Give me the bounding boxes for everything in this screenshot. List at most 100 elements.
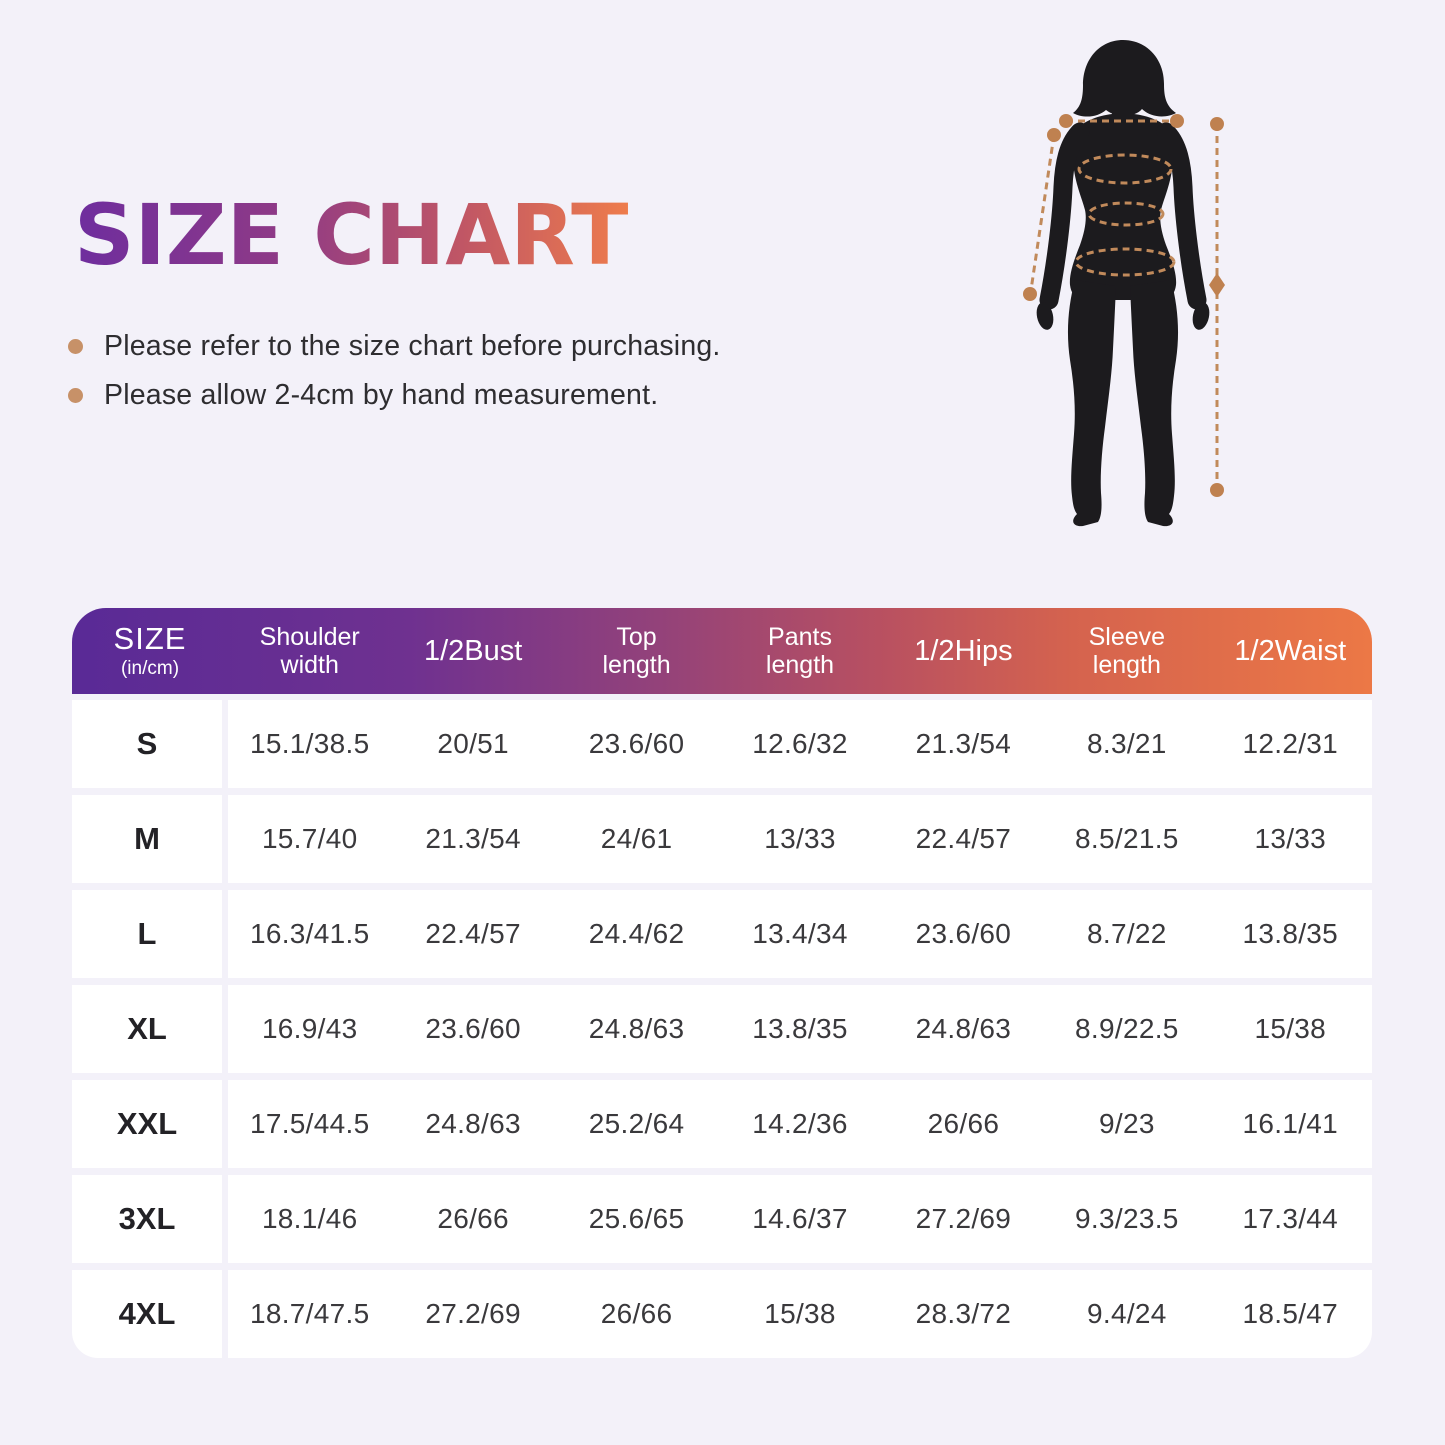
header-size-label: SIZE (113, 621, 187, 657)
header-pants-length: Pants length (765, 623, 835, 679)
measurement-value: 24/61 (600, 823, 673, 854)
size-cell: M (72, 795, 222, 883)
measurement-value: 22.4/57 (915, 823, 1012, 854)
table-row: 4XL 18.7/47.5 27.2/69 26/66 15/38 28.3/7… (72, 1270, 1372, 1358)
measurement-value: 15.1/38.5 (249, 728, 370, 759)
measurement-value: 27.2/69 (425, 1298, 521, 1329)
note-item: Please refer to the size chart before pu… (68, 330, 721, 363)
measurement-value: 24.8/63 (915, 1013, 1012, 1044)
measurement-value: 21.3/54 (425, 823, 521, 854)
size-cell: 3XL (72, 1175, 222, 1263)
measurement-value: 26/66 (927, 1108, 1000, 1139)
size-cell: S (72, 700, 222, 788)
table-row: XL 16.9/43 23.6/60 24.8/63 13.8/35 24.8/… (72, 985, 1372, 1073)
measurement-value: 15/38 (764, 1298, 836, 1329)
measurement-value: 16.1/41 (1242, 1108, 1339, 1139)
body-silhouette-illustration (1023, 40, 1225, 527)
measurement-value: 12.2/31 (1242, 728, 1339, 759)
measurement-value: 15/38 (1254, 1013, 1327, 1044)
hip-measure-ellipse (1074, 247, 1176, 277)
sleeve-measure-line (1029, 134, 1056, 291)
body-measurement-figure (980, 28, 1300, 588)
size-label: M (134, 821, 160, 856)
measurement-value: 26/66 (437, 1203, 509, 1234)
notes-list: Please refer to the size chart before pu… (68, 330, 721, 428)
waist-measure-ellipse (1087, 201, 1165, 227)
size-label: XXL (116, 1106, 178, 1141)
row-values: 16.3/41.5 22.4/57 24.4/62 13.4/34 23.6/6… (228, 890, 1372, 978)
table-row: S 15.1/38.5 20/51 23.6/60 12.6/32 21.3/5… (72, 700, 1372, 788)
size-cell: XL (72, 985, 222, 1073)
row-values: 15.1/38.5 20/51 23.6/60 12.6/32 21.3/54 … (228, 700, 1372, 788)
bullet-dot-icon (68, 388, 83, 403)
row-values: 15.7/40 21.3/54 24/61 13/33 22.4/57 8.5/… (228, 795, 1372, 883)
header-sleeve-length: Sleeve length (1088, 623, 1166, 679)
table-row: 3XL 18.1/46 26/66 25.6/65 14.6/37 27.2/6… (72, 1175, 1372, 1263)
measurement-value: 14.6/37 (752, 1203, 848, 1234)
size-cell: 4XL (72, 1270, 222, 1358)
measurement-value: 9/23 (1099, 1108, 1155, 1139)
measurement-value: 25.6/65 (588, 1203, 685, 1234)
measurement-value: 18.7/47.5 (249, 1298, 370, 1329)
measurement-value: 15.7/40 (261, 823, 358, 854)
measurement-value: 18.5/47 (1242, 1298, 1339, 1329)
header-size-column: SIZE (in/cm) (72, 608, 228, 694)
measurement-value: 13.8/35 (1242, 918, 1339, 949)
header-half-waist: 1/2Waist (1234, 634, 1347, 667)
size-label: 4XL (118, 1296, 176, 1331)
measurement-value: 8.9/22.5 (1075, 1013, 1179, 1044)
row-values: 18.7/47.5 27.2/69 26/66 15/38 28.3/72 9.… (228, 1270, 1372, 1358)
measurement-value: 22.4/57 (425, 918, 521, 949)
bust-measure-ellipse (1077, 153, 1173, 185)
measurement-value: 17.5/44.5 (249, 1108, 370, 1139)
measurement-value: 24.8/63 (425, 1108, 521, 1139)
measurement-value: 8.5/21.5 (1075, 823, 1179, 854)
header-top-length: Top length (602, 623, 671, 679)
note-item: Please allow 2-4cm by hand measurement. (68, 379, 721, 412)
page-title: SIZE CHART (74, 186, 629, 284)
note-text: Please refer to the size chart before pu… (104, 330, 721, 362)
measurement-value: 17.3/44 (1242, 1203, 1339, 1234)
measurement-value: 13/33 (764, 823, 836, 854)
size-cell: L (72, 890, 222, 978)
bullet-dot-icon (68, 339, 83, 354)
table-body: S 15.1/38.5 20/51 23.6/60 12.6/32 21.3/5… (72, 700, 1372, 1358)
header-shoulder-width: Shoulder width (259, 623, 360, 679)
size-label: 3XL (118, 1201, 176, 1236)
size-label: XL (127, 1011, 167, 1046)
measurement-value: 13/33 (1254, 823, 1327, 854)
size-label: L (137, 916, 157, 951)
header-size-unit: (in/cm) (120, 657, 180, 679)
measurement-value: 8.7/22 (1087, 918, 1167, 949)
measurement-value: 21.3/54 (915, 728, 1012, 759)
measurement-value: 12.6/32 (752, 728, 848, 759)
measurement-value: 24.8/63 (588, 1013, 685, 1044)
measurement-value: 16.3/41.5 (249, 918, 370, 949)
measurement-value: 24.4/62 (588, 918, 685, 949)
note-text: Please allow 2-4cm by hand measurement. (104, 379, 659, 411)
header-half-hips: 1/2Hips (914, 634, 1013, 667)
table-row: XXL 17.5/44.5 24.8/63 25.2/64 14.2/36 26… (72, 1080, 1372, 1168)
measurement-value: 9.4/24 (1087, 1298, 1167, 1329)
measurement-value: 18.1/46 (261, 1203, 358, 1234)
row-values: 16.9/43 23.6/60 24.8/63 13.8/35 24.8/63 … (228, 985, 1372, 1073)
measurement-value: 14.2/36 (752, 1108, 848, 1139)
measurement-value: 13.8/35 (752, 1013, 848, 1044)
measurement-value: 9.3/23.5 (1075, 1203, 1179, 1234)
measurement-value: 23.6/60 (915, 918, 1012, 949)
table-row: L 16.3/41.5 22.4/57 24.4/62 13.4/34 23.6… (72, 890, 1372, 978)
measurement-value: 16.9/43 (261, 1013, 358, 1044)
measurement-value: 25.2/64 (588, 1108, 685, 1139)
measurement-value: 27.2/69 (915, 1203, 1012, 1234)
table-header: SIZE (in/cm) Shoulder width 1/2Bust Top … (72, 608, 1372, 694)
measurement-value: 28.3/72 (915, 1298, 1012, 1329)
row-values: 17.5/44.5 24.8/63 25.2/64 14.2/36 26/66 … (228, 1080, 1372, 1168)
size-label: S (136, 726, 158, 761)
measurement-value: 23.6/60 (588, 728, 685, 759)
measurement-value: 8.3/21 (1087, 728, 1167, 759)
row-values: 18.1/46 26/66 25.6/65 14.6/37 27.2/69 9.… (228, 1175, 1372, 1263)
measurement-value: 26/66 (600, 1298, 673, 1329)
measurement-value: 13.4/34 (752, 918, 848, 949)
table-row: M 15.7/40 21.3/54 24/61 13/33 22.4/57 8.… (72, 795, 1372, 883)
size-cell: XXL (72, 1080, 222, 1168)
